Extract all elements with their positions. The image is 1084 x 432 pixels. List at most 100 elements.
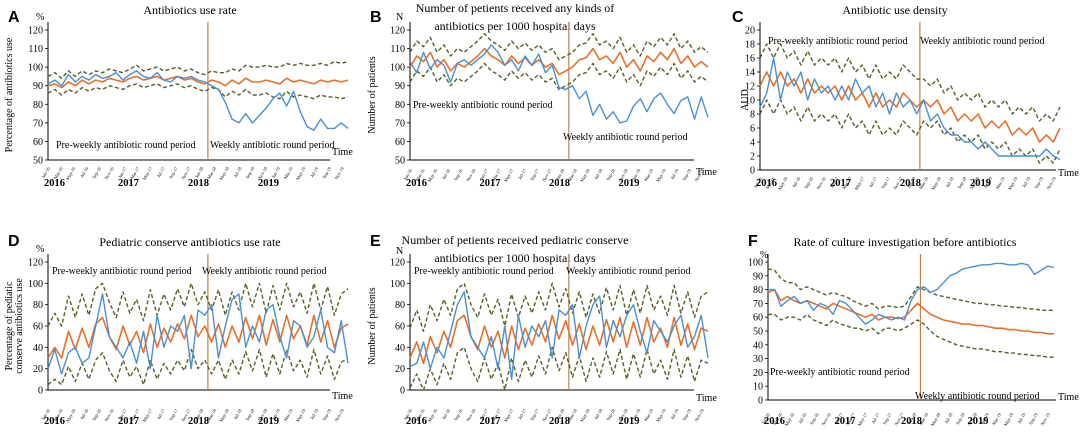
series-line-lower_ci [47, 348, 349, 386]
y-tick-label: 80 [395, 300, 405, 311]
y-tick-label: 90 [753, 271, 763, 282]
y-tick-label: 14 [745, 68, 755, 79]
x-date-label: Jul-19 [309, 165, 319, 178]
x-year-label: 2019 [619, 178, 640, 189]
y-tick-label: 20 [33, 364, 43, 375]
y-tick-label: 100 [748, 258, 763, 269]
x-axis-title: Time [696, 167, 717, 178]
y-axis-label: Percentage of pediatic [4, 281, 15, 370]
x-date-label: Jul-17 [868, 175, 878, 188]
y-tick-label: 12 [745, 82, 755, 93]
x-date-label: Jul-19 [309, 407, 319, 420]
x-date-label: Jul-16 [441, 407, 451, 420]
panel-letter-F: F [748, 233, 758, 250]
y-tick-label: 50 [33, 156, 43, 167]
series-line-fitted [409, 314, 709, 365]
x-date-label: Jul-18 [944, 411, 954, 424]
x-date-label: Nov-17 [541, 167, 553, 182]
y-unit-label: % [36, 12, 44, 23]
x-date-label: Sep-17 [880, 175, 891, 189]
x-date-label: Nov-18 [617, 167, 629, 182]
x-date-label: Mar-18 [918, 175, 929, 190]
x-date-label: May-18 [930, 411, 942, 426]
x-date-label: Nov-16 [821, 411, 833, 426]
chart-title-line: Antibiotics use rate [143, 3, 236, 17]
x-date-label: Jul-18 [233, 165, 243, 178]
x-date-label: Mar-16 [765, 175, 776, 190]
x-date-label: Sep-16 [803, 175, 814, 189]
x-date-label: Nov-18 [257, 407, 269, 422]
y-tick-label: 90 [33, 81, 43, 92]
panel-letter-A: A [8, 9, 20, 26]
y-tick-label: 120 [390, 26, 405, 37]
x-year-label: 2016 [406, 416, 427, 427]
x-axis-title: Time [1058, 392, 1079, 403]
x-date-label: Jan-16 [41, 165, 52, 179]
x-date-label: Mar-16 [772, 411, 783, 426]
x-date-label: Jul-19 [670, 407, 680, 420]
x-date-label: Sep-19 [681, 167, 692, 181]
x-date-label: Mar-19 [283, 407, 294, 422]
x-date-label: Mar-19 [283, 165, 294, 180]
y-axis-label: Percentage of antibiotics use [4, 37, 15, 152]
y-tick-label: 0 [400, 386, 405, 397]
x-date-label: Jan-18 [555, 407, 566, 421]
x-date-label: Nov-18 [967, 411, 979, 426]
post-period-label: Weekly antibiotic round period [563, 132, 687, 143]
x-date-label: Sep-18 [957, 175, 968, 189]
x-date-label: Jul-18 [233, 407, 243, 420]
x-date-label: Mar-19 [643, 167, 654, 182]
x-date-label: Jan-19 [980, 411, 991, 425]
y-tick-label: 18 [745, 40, 755, 51]
x-axis-title: Time [332, 391, 353, 402]
x-date-label: Sep-17 [168, 165, 179, 179]
x-date-label: Mar-17 [129, 165, 140, 180]
x-date-label: Jul-17 [517, 407, 527, 420]
x-date-label: Sep-19 [681, 407, 692, 421]
x-year-label: 2017 [835, 416, 856, 427]
x-date-label: Jan-19 [983, 175, 994, 189]
y-tick-label: 10 [753, 382, 763, 393]
y-tick-label: 10 [745, 96, 755, 107]
x-date-label: May-19 [1007, 175, 1019, 190]
x-date-label: May-19 [655, 407, 667, 422]
x-date-label: Jan-19 [271, 165, 282, 179]
y-unit-label: N [396, 12, 403, 23]
x-date-label: Sep-17 [882, 411, 893, 425]
x-date-label: Sep-17 [529, 167, 540, 181]
chart-title-line: Pediatric conserve antibiotics use rate [99, 235, 280, 249]
y-tick-label: 20 [753, 368, 763, 379]
x-year-label: 2019 [968, 416, 989, 427]
x-date-label: Mar-19 [643, 407, 654, 422]
series-line-lower_ci [759, 99, 1061, 164]
series-line-fitted [47, 314, 349, 359]
x-date-label: Sep-16 [91, 165, 102, 179]
x-axis-title: Time [696, 393, 717, 404]
x-date-label: May-16 [427, 407, 439, 422]
panel-A: A Antibiotics use rate% Percentage of anti… [4, 3, 353, 189]
y-axis-label: conserve antibiotics use [14, 278, 25, 374]
x-year-label: 2019 [619, 416, 640, 427]
x-date-label: May-16 [65, 165, 77, 180]
x-year-label: 2016 [756, 178, 777, 189]
x-date-label: Jan-19 [271, 407, 282, 421]
x-date-label: Mar-19 [991, 411, 1002, 426]
y-axis-label: Number of patients [367, 287, 378, 364]
series-line-fitted [409, 47, 709, 76]
x-year-label: 2016 [406, 178, 427, 189]
series-line-upper_ci [47, 282, 349, 327]
series-line-observed [768, 262, 1055, 325]
y-tick-label: 2 [750, 152, 755, 163]
x-date-label: May-17 [142, 165, 154, 180]
x-date-label: Jan-17 [829, 175, 840, 189]
x-year-label: 2018 [188, 178, 209, 189]
x-date-label: Jul-17 [156, 165, 166, 178]
x-date-label: Mar-16 [415, 407, 426, 422]
x-date-label: Jan-17 [479, 407, 490, 421]
y-tick-label: 40 [753, 340, 763, 351]
x-date-label: Sep-16 [809, 411, 820, 425]
x-date-label: Jul-16 [79, 407, 89, 420]
x-year-label: 2018 [549, 178, 570, 189]
y-tick-label: 30 [753, 354, 763, 365]
